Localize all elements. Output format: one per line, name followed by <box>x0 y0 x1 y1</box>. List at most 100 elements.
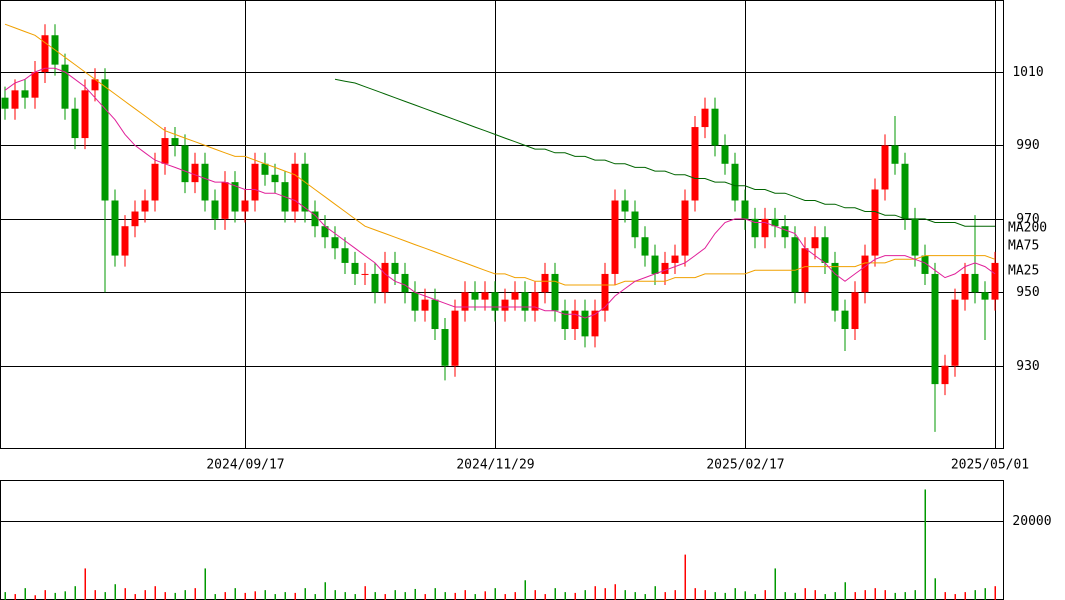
candle-body <box>871 189 879 256</box>
volume-bar <box>474 594 476 600</box>
volume-bar <box>74 586 76 600</box>
candle-body <box>971 273 979 293</box>
volume-bar <box>294 592 296 600</box>
candle-body <box>151 163 159 201</box>
candle-body <box>631 211 639 238</box>
volume-bar <box>854 592 856 600</box>
volume-bar <box>354 594 356 600</box>
volume-bar <box>34 595 36 600</box>
volume-bar <box>274 594 276 600</box>
volume-bar <box>814 590 816 600</box>
volume-bar <box>284 592 286 600</box>
volume-bar <box>644 594 646 600</box>
volume-bar <box>774 568 776 600</box>
volume-bar <box>804 588 806 600</box>
volume-bar <box>94 590 96 600</box>
volume-bar <box>924 489 926 600</box>
candle-body <box>991 262 999 300</box>
volume-bar <box>414 588 416 600</box>
candle-body <box>941 365 949 385</box>
candle-body <box>671 255 679 263</box>
volume-bar <box>544 594 546 600</box>
candle-body <box>411 292 419 311</box>
candle-body <box>361 273 369 275</box>
candle-body <box>741 200 749 219</box>
labels: 1010 990 970 950 930 20000 2024/09/17 2024/11/2… <box>206 65 1051 529</box>
volume-bar <box>564 592 566 600</box>
x-tick-label: 2024/11/29 <box>456 458 534 473</box>
volume-bar <box>214 594 216 600</box>
candle-body <box>641 237 649 256</box>
volume-bar <box>914 590 916 600</box>
candle-body <box>791 237 799 293</box>
moving-average-line <box>334 78 995 227</box>
volume-bar <box>394 590 396 600</box>
volume-bar <box>524 580 526 600</box>
candle-body <box>41 35 49 72</box>
candle-body <box>61 64 69 109</box>
candle-body <box>451 310 459 366</box>
volume-bar <box>224 592 226 600</box>
volume-bar <box>334 590 336 600</box>
volume-bar <box>454 592 456 600</box>
volume-bar <box>264 590 266 600</box>
volume-bar <box>934 578 936 600</box>
volume-bar <box>124 588 126 600</box>
candle-body <box>561 310 569 330</box>
candle-body <box>591 310 599 337</box>
volume-bar <box>444 592 446 600</box>
candle-body <box>171 138 179 146</box>
volume-bar <box>964 592 966 600</box>
volume-bar <box>364 586 366 600</box>
volume-bar <box>54 592 56 600</box>
legend-label: MA75 <box>1008 239 1039 254</box>
volume-bar <box>974 590 976 600</box>
candle-body <box>841 310 849 330</box>
volume-bar <box>824 594 826 600</box>
y-tick-label: 990 <box>1016 138 1039 153</box>
volume-bar <box>134 594 136 600</box>
candle-body <box>1 97 9 109</box>
volume-bar <box>374 592 376 600</box>
candle-body <box>511 292 519 300</box>
candle-body <box>521 292 529 311</box>
volume-bar <box>154 586 156 600</box>
candle-body <box>721 145 729 164</box>
volume-bar <box>944 592 946 600</box>
candle-body <box>131 211 139 227</box>
volume-bar <box>244 592 246 600</box>
candle-body <box>31 71 39 98</box>
volume-bar <box>954 594 956 600</box>
candle-body <box>21 90 29 98</box>
candle-body <box>691 127 699 201</box>
volume-bar <box>884 590 886 600</box>
volume-bar <box>64 591 66 600</box>
x-tick-label: 2024/09/17 <box>206 458 284 473</box>
candle-body <box>291 163 299 212</box>
volume-bar <box>314 594 316 600</box>
candle-body <box>161 138 169 164</box>
candle-body <box>821 237 829 263</box>
candle-body <box>271 174 279 183</box>
candle-body <box>531 292 539 311</box>
candle-body <box>441 329 449 366</box>
volume-bar <box>164 592 166 600</box>
volume-bar <box>724 592 726 600</box>
candle-body <box>391 262 399 274</box>
volume-bar <box>144 590 146 600</box>
grid <box>0 0 1003 522</box>
candle-body <box>101 79 109 201</box>
candle-body <box>71 108 79 139</box>
candle-body <box>731 163 739 201</box>
volume-bar <box>384 594 386 600</box>
volume-bar <box>344 592 346 600</box>
candle-body <box>231 182 239 212</box>
y-tick-label: 930 <box>1016 359 1039 374</box>
volume-bar <box>734 588 736 600</box>
volume-bar <box>204 568 206 600</box>
price-panel <box>0 0 1004 449</box>
moving-average-line <box>4 67 996 319</box>
candle-body <box>551 273 559 311</box>
candle-body <box>781 226 789 238</box>
